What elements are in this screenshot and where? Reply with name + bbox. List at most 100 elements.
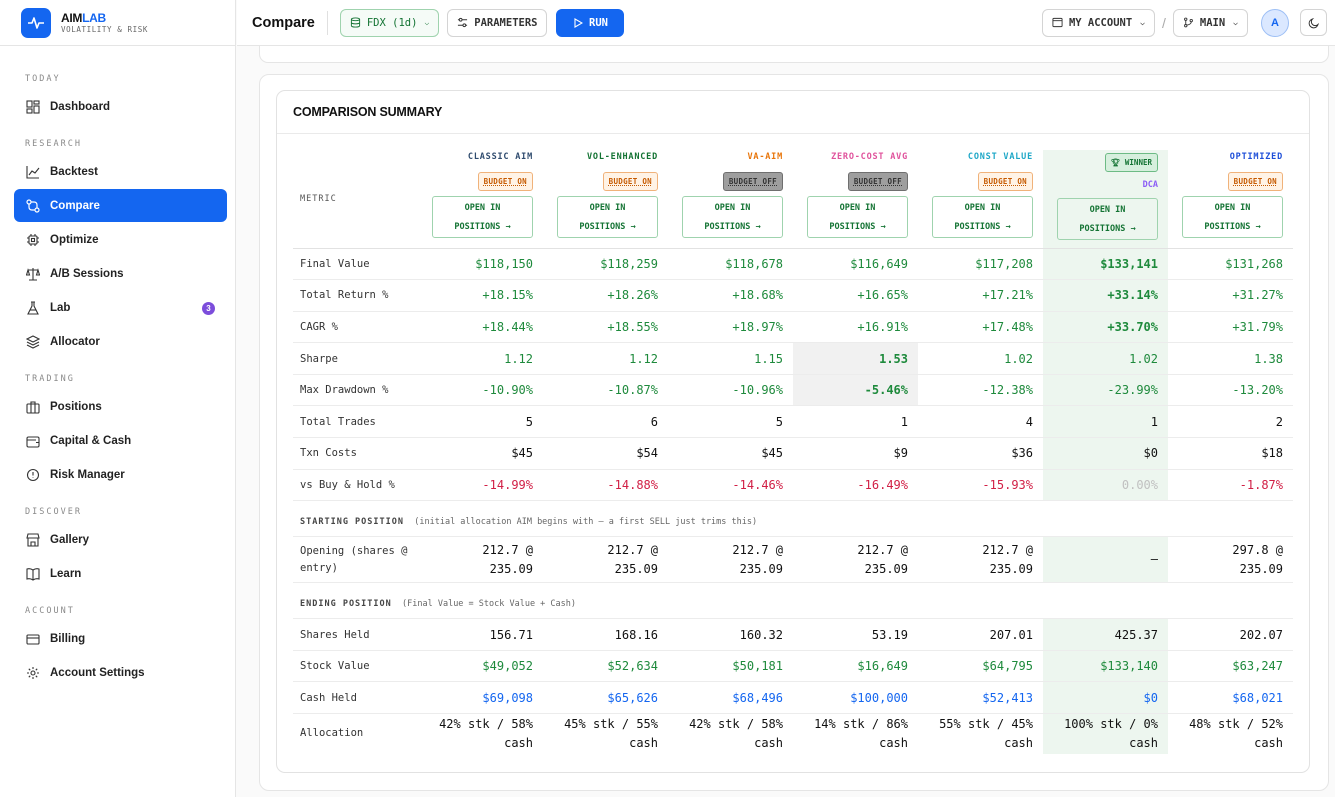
layers-icon bbox=[25, 334, 40, 349]
table-cell: $118,150 bbox=[418, 248, 543, 281]
dataset-select[interactable]: FDX (1d) ⌵ bbox=[339, 8, 440, 37]
store-icon bbox=[25, 532, 40, 547]
sidebar-item-backtest[interactable]: Backtest bbox=[14, 155, 227, 188]
open-in-positions-button[interactable]: OPEN IN POSITIONS → bbox=[682, 196, 783, 238]
cell-line: 48% stk / 52% bbox=[1189, 716, 1283, 731]
table-cell: $45 bbox=[668, 437, 793, 470]
table-cell: +18.15% bbox=[418, 279, 543, 312]
table-cell: +18.68% bbox=[668, 279, 793, 312]
table-cell: -13.20% bbox=[1168, 374, 1293, 407]
sidebar-item-learn[interactable]: Learn bbox=[14, 557, 227, 590]
comparison-table: METRIC CLASSIC AIM BUDGET ON OPEN IN POSITI… bbox=[293, 150, 1293, 754]
account-select[interactable]: MY ACCOUNT ⌵ bbox=[1041, 8, 1155, 37]
table-cell: +18.26% bbox=[543, 279, 668, 312]
table-cell: +18.55% bbox=[543, 311, 668, 344]
section-note: (Final Value = Stock Value + Cash) bbox=[402, 598, 577, 609]
strategy-name: VA-AIM bbox=[747, 152, 783, 162]
table-cell: +31.79% bbox=[1168, 311, 1293, 344]
table-row: Max Drawdown % -10.90% -10.87% -10.96% -5.46… bbox=[293, 374, 1293, 407]
row-label: Shares Held bbox=[293, 618, 418, 651]
strategy-header-vol-enhanced: VOL-ENHANCED BUDGET ON OPEN IN POSITIONS → bbox=[543, 150, 668, 249]
table-cell: +33.70% bbox=[1043, 311, 1168, 344]
table-cell: -1.87% bbox=[1168, 469, 1293, 502]
cell-line: cash bbox=[1254, 735, 1283, 750]
row-label: Max Drawdown % bbox=[293, 374, 418, 407]
cell-line: 42% stk / 58% bbox=[689, 716, 783, 731]
cell-line: 235.09 bbox=[614, 561, 658, 576]
sidebar-item-allocator[interactable]: Allocator bbox=[14, 325, 227, 358]
page-title: Compare bbox=[252, 14, 315, 31]
table-cell: -15.93% bbox=[918, 469, 1043, 502]
sidebar-item-dashboard[interactable]: Dashboard bbox=[14, 90, 227, 123]
sidebar-item-risk-manager[interactable]: Risk Manager bbox=[14, 458, 227, 491]
open-in-positions-button[interactable]: OPEN IN POSITIONS → bbox=[807, 196, 908, 238]
table-cell: +16.91% bbox=[793, 311, 918, 344]
window-icon bbox=[1052, 17, 1063, 28]
positions-label: POSITIONS → bbox=[454, 222, 511, 232]
budget-toggle[interactable]: BUDGET ON bbox=[977, 172, 1033, 191]
table-row: Sharpe 1.12 1.12 1.15 1.53 1.02 1.02 1.38 bbox=[293, 342, 1293, 375]
table-cell: 1.12 bbox=[543, 342, 668, 375]
open-label: OPEN IN bbox=[464, 203, 501, 213]
sidebar-item-account-settings[interactable]: Account Settings bbox=[14, 656, 227, 689]
table-cell: $65,626 bbox=[543, 681, 668, 715]
open-in-positions-button[interactable]: OPEN IN POSITIONS → bbox=[557, 196, 658, 238]
sidebar-item-label: Lab bbox=[50, 301, 71, 314]
dashboard-icon bbox=[25, 99, 40, 114]
main-content: COMPARISON SUMMARY METRIC CLASSIC AIM BUD… bbox=[237, 46, 1335, 797]
sidebar-item-label: Backtest bbox=[50, 165, 98, 178]
open-in-positions-button[interactable]: OPEN IN POSITIONS → bbox=[432, 196, 533, 238]
table-cell: $100,000 bbox=[793, 681, 918, 715]
table-cell: +17.48% bbox=[918, 311, 1043, 344]
table-cell: 5 bbox=[418, 405, 543, 439]
table-cell: 53.19 bbox=[793, 618, 918, 651]
table-cell: 55% stk / 45% cash bbox=[918, 714, 1043, 754]
wallet-icon bbox=[25, 433, 40, 448]
brand[interactable]: AIMLAB VOLATILITY & RISK bbox=[0, 0, 235, 46]
open-label: OPEN IN bbox=[1214, 203, 1251, 213]
sidebar-item-optimize[interactable]: Optimize bbox=[14, 223, 227, 256]
open-label: OPEN IN bbox=[589, 203, 626, 213]
table-cell: 212.7 @ 235.09 bbox=[543, 536, 668, 584]
parameters-button[interactable]: PARAMETERS bbox=[447, 8, 548, 37]
sidebar-item-billing[interactable]: Billing bbox=[14, 622, 227, 655]
sidebar-item-capital-cash[interactable]: Capital & Cash bbox=[14, 424, 227, 457]
budget-toggle[interactable]: BUDGET OFF bbox=[847, 172, 908, 191]
sidebar-item-lab[interactable]: Lab 3 bbox=[14, 291, 227, 324]
table-cell: $18 bbox=[1168, 437, 1293, 470]
table-cell: 160.32 bbox=[668, 618, 793, 651]
open-in-positions-button[interactable]: OPEN IN POSITIONS → bbox=[1182, 196, 1283, 238]
comparison-summary-card: COMPARISON SUMMARY METRIC CLASSIC AIM BUD… bbox=[276, 90, 1310, 773]
path-separator: / bbox=[1161, 14, 1166, 31]
cell-line: 212.7 @ bbox=[732, 542, 783, 557]
table-row: Txn Costs $45 $54 $45 $9 $36 $0 $18 bbox=[293, 437, 1293, 470]
table-cell: 1.12 bbox=[418, 342, 543, 375]
table-cell: $50,181 bbox=[668, 650, 793, 683]
budget-toggle[interactable]: BUDGET ON bbox=[602, 172, 658, 191]
sidebar-item-label: A/B Sessions bbox=[50, 267, 124, 280]
sidebar-item-ab-sessions[interactable]: A/B Sessions bbox=[14, 257, 227, 290]
sidebar-item-label: Billing bbox=[50, 632, 86, 645]
budget-toggle[interactable]: BUDGET ON bbox=[1227, 172, 1283, 191]
theme-toggle-button[interactable] bbox=[1300, 9, 1327, 36]
table-cell: 212.7 @ 235.09 bbox=[668, 536, 793, 584]
budget-toggle[interactable]: BUDGET OFF bbox=[722, 172, 783, 191]
cell-line: 235.09 bbox=[739, 561, 783, 576]
run-button[interactable]: RUN bbox=[556, 8, 625, 37]
parameters-label: PARAMETERS bbox=[474, 16, 538, 29]
avatar-initial: A bbox=[1271, 16, 1279, 29]
sidebar-item-positions[interactable]: Positions bbox=[14, 390, 227, 423]
branch-select[interactable]: MAIN ⌵ bbox=[1172, 8, 1248, 37]
table-cell: 42% stk / 58% cash bbox=[418, 714, 543, 754]
open-in-positions-button[interactable]: OPEN IN POSITIONS → bbox=[1057, 198, 1158, 240]
table-cell: $52,634 bbox=[543, 650, 668, 683]
budget-toggle[interactable]: BUDGET ON bbox=[477, 172, 533, 191]
open-in-positions-button[interactable]: OPEN IN POSITIONS → bbox=[932, 196, 1033, 238]
table-row: Allocation 42% stk / 58% cash 45% stk / 55%… bbox=[293, 713, 1293, 754]
sidebar-item-compare[interactable]: Compare bbox=[14, 189, 227, 222]
chevron-down-icon: ⌵ bbox=[1233, 18, 1238, 27]
sidebar-item-gallery[interactable]: Gallery bbox=[14, 523, 227, 556]
strategy-header-classic-aim: CLASSIC AIM BUDGET ON OPEN IN POSITIONS → bbox=[418, 150, 543, 249]
sidebar-item-label: Gallery bbox=[50, 533, 89, 546]
avatar[interactable]: A bbox=[1261, 8, 1289, 37]
